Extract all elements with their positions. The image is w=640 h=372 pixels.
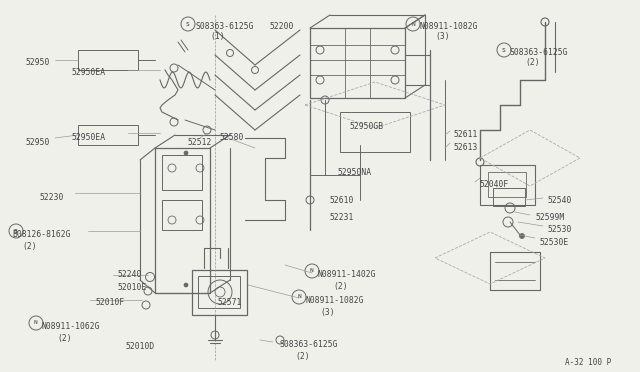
Text: N08911-1082G: N08911-1082G — [420, 22, 479, 31]
Bar — [162, 155, 202, 190]
Text: 52950EA: 52950EA — [72, 68, 106, 77]
Bar — [78, 50, 138, 70]
Text: N08911-1062G: N08911-1062G — [42, 322, 100, 331]
Bar — [192, 270, 247, 315]
Bar — [310, 28, 405, 98]
Text: (2): (2) — [57, 334, 72, 343]
Text: 52611: 52611 — [453, 130, 477, 139]
Text: 52950GB: 52950GB — [350, 122, 384, 131]
Circle shape — [305, 264, 319, 278]
Text: N: N — [411, 22, 415, 26]
Text: 52950NA: 52950NA — [338, 168, 372, 177]
Circle shape — [278, 339, 282, 341]
Text: 52010E: 52010E — [118, 283, 147, 292]
Circle shape — [184, 283, 188, 287]
Text: 52950: 52950 — [25, 138, 49, 147]
Circle shape — [292, 290, 306, 304]
Bar — [155, 148, 210, 293]
Text: S08363-6125G: S08363-6125G — [510, 48, 568, 57]
Text: 52599M: 52599M — [535, 213, 564, 222]
Text: N: N — [34, 321, 38, 326]
Text: 52530E: 52530E — [540, 238, 569, 247]
Text: B: B — [14, 228, 18, 234]
Text: B08126-8162G: B08126-8162G — [12, 230, 70, 239]
Text: 52010D: 52010D — [125, 342, 154, 351]
Text: S: S — [502, 48, 506, 52]
Circle shape — [406, 17, 420, 31]
Text: 52512: 52512 — [188, 138, 212, 147]
Text: 52580: 52580 — [220, 133, 244, 142]
Text: 52530: 52530 — [548, 225, 572, 234]
Text: (1): (1) — [210, 32, 225, 41]
Bar — [340, 112, 410, 152]
Text: 52200: 52200 — [270, 22, 294, 31]
Circle shape — [9, 224, 23, 238]
Text: 52950: 52950 — [25, 58, 49, 67]
Text: (2): (2) — [525, 58, 540, 67]
Circle shape — [520, 234, 525, 238]
Circle shape — [29, 316, 43, 330]
Text: N08911-1402G: N08911-1402G — [318, 270, 376, 279]
Bar — [198, 276, 240, 308]
Text: 52540: 52540 — [548, 196, 572, 205]
Text: (2): (2) — [295, 352, 310, 361]
Text: (3): (3) — [320, 308, 335, 317]
Bar — [480, 165, 535, 205]
Text: 52950EA: 52950EA — [72, 133, 106, 142]
Text: A-32 100 P: A-32 100 P — [565, 358, 611, 367]
Circle shape — [184, 151, 188, 155]
Bar — [493, 188, 525, 206]
Text: S: S — [186, 22, 190, 26]
Bar — [488, 172, 526, 197]
Text: (2): (2) — [333, 282, 348, 291]
Text: 52610: 52610 — [330, 196, 355, 205]
Text: (3): (3) — [435, 32, 450, 41]
Text: N08911-1082G: N08911-1082G — [305, 296, 364, 305]
Text: 52010F: 52010F — [95, 298, 124, 307]
Bar — [162, 200, 202, 230]
Text: S08363-6125G: S08363-6125G — [280, 340, 339, 349]
Bar — [78, 125, 138, 145]
Circle shape — [497, 43, 511, 57]
Text: 52231: 52231 — [330, 213, 355, 222]
Text: 52230: 52230 — [40, 193, 65, 202]
Circle shape — [181, 17, 195, 31]
Text: 52613: 52613 — [453, 143, 477, 152]
Text: S08363-6125G: S08363-6125G — [195, 22, 253, 31]
Text: 52040F: 52040F — [480, 180, 509, 189]
Text: N: N — [297, 295, 301, 299]
Text: 52240: 52240 — [118, 270, 142, 279]
Text: N: N — [310, 269, 314, 273]
Text: 52571: 52571 — [218, 298, 243, 307]
Text: (2): (2) — [22, 242, 36, 251]
